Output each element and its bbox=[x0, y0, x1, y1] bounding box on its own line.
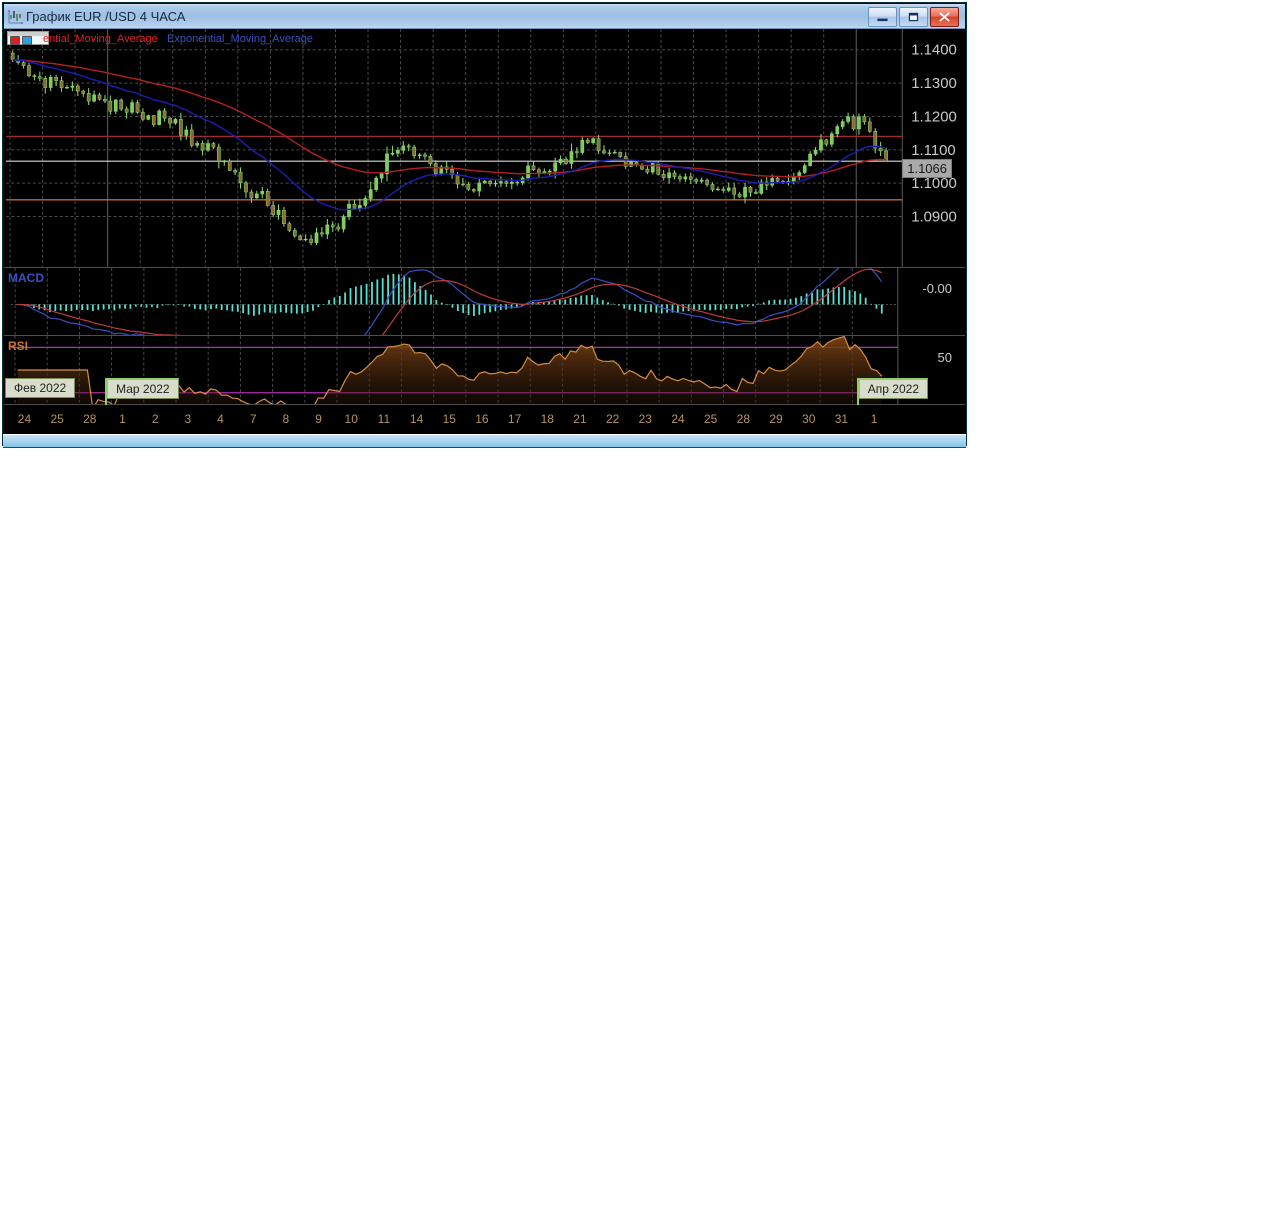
svg-text:3: 3 bbox=[185, 412, 192, 426]
svg-text:1.1200: 1.1200 bbox=[911, 108, 957, 125]
svg-text:8: 8 bbox=[283, 412, 290, 426]
svg-text:1: 1 bbox=[119, 412, 126, 426]
svg-text:1.1400: 1.1400 bbox=[911, 42, 957, 59]
svg-text:25: 25 bbox=[704, 412, 718, 426]
svg-text:30: 30 bbox=[802, 412, 816, 426]
svg-text:2: 2 bbox=[152, 412, 159, 426]
svg-text:9: 9 bbox=[315, 412, 322, 426]
svg-text:21: 21 bbox=[573, 412, 587, 426]
svg-text:11: 11 bbox=[378, 412, 391, 426]
svg-text:24: 24 bbox=[18, 412, 32, 426]
svg-text:15: 15 bbox=[443, 412, 457, 426]
svg-text:1: 1 bbox=[871, 412, 878, 426]
svg-text:1.1100: 1.1100 bbox=[911, 142, 956, 159]
svg-text:22: 22 bbox=[606, 412, 620, 426]
svg-text:7: 7 bbox=[250, 412, 257, 426]
svg-text:25: 25 bbox=[50, 412, 64, 426]
svg-text:14: 14 bbox=[410, 412, 424, 426]
svg-text:28: 28 bbox=[83, 412, 97, 426]
svg-text:28: 28 bbox=[737, 412, 751, 426]
svg-text:10: 10 bbox=[345, 412, 359, 426]
svg-text:29: 29 bbox=[769, 412, 783, 426]
svg-text:23: 23 bbox=[639, 412, 653, 426]
svg-text:31: 31 bbox=[835, 412, 849, 426]
svg-text:1.0900: 1.0900 bbox=[911, 209, 957, 226]
svg-text:24: 24 bbox=[671, 412, 685, 426]
svg-text:16: 16 bbox=[475, 412, 489, 426]
svg-text:1.1300: 1.1300 bbox=[911, 75, 957, 92]
svg-text:1.1000: 1.1000 bbox=[911, 175, 957, 192]
svg-text:4: 4 bbox=[217, 412, 224, 426]
svg-text:17: 17 bbox=[508, 412, 522, 426]
svg-text:18: 18 bbox=[541, 412, 555, 426]
